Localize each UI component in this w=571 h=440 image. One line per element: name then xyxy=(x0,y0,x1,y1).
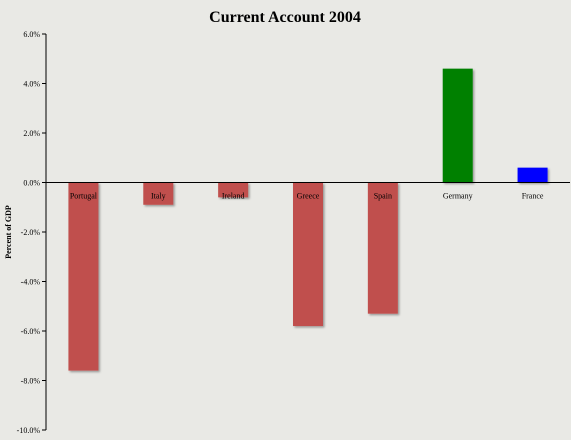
y-tick-label: 2.0% xyxy=(23,129,40,138)
y-tick-label: -4.0% xyxy=(21,278,41,287)
bar-spain xyxy=(367,182,398,314)
y-tick-label: -2.0% xyxy=(21,228,41,237)
category-labels-group: Portugal Italy Ireland Greece Spain Germany Fr… xyxy=(70,192,544,201)
category-label-germany: Germany xyxy=(443,192,473,201)
y-ticks-group: 6.0% 4.0% 2.0% 0.0% -2.0% -4.0% -6.0% -8.0% -10.… xyxy=(17,30,46,435)
category-label-greece: Greece xyxy=(297,192,320,201)
y-tick-label: 6.0% xyxy=(23,30,40,39)
category-label-ireland: Ireland xyxy=(222,192,245,201)
bar-italy xyxy=(143,182,174,205)
bar-greece xyxy=(293,182,323,327)
category-label-italy: Italy xyxy=(151,192,166,201)
category-label-france: France xyxy=(522,192,544,201)
y-tick-label: -10.0% xyxy=(17,426,41,435)
bars-group xyxy=(68,68,548,371)
y-tick-label: 0.0% xyxy=(23,179,40,188)
y-tick-label: -8.0% xyxy=(21,377,41,386)
bar-france xyxy=(517,167,548,183)
chart-title: Current Account 2004 xyxy=(209,9,361,26)
category-label-portugal: Portugal xyxy=(70,192,98,201)
bar-ireland xyxy=(218,182,249,198)
bar-germany xyxy=(442,68,473,183)
y-tick-label: 4.0% xyxy=(23,80,40,89)
bar-portugal xyxy=(68,182,99,371)
y-tick-label: -6.0% xyxy=(21,327,41,336)
category-label-spain: Spain xyxy=(374,192,392,201)
y-axis-label: Percent of GDP xyxy=(4,205,13,259)
